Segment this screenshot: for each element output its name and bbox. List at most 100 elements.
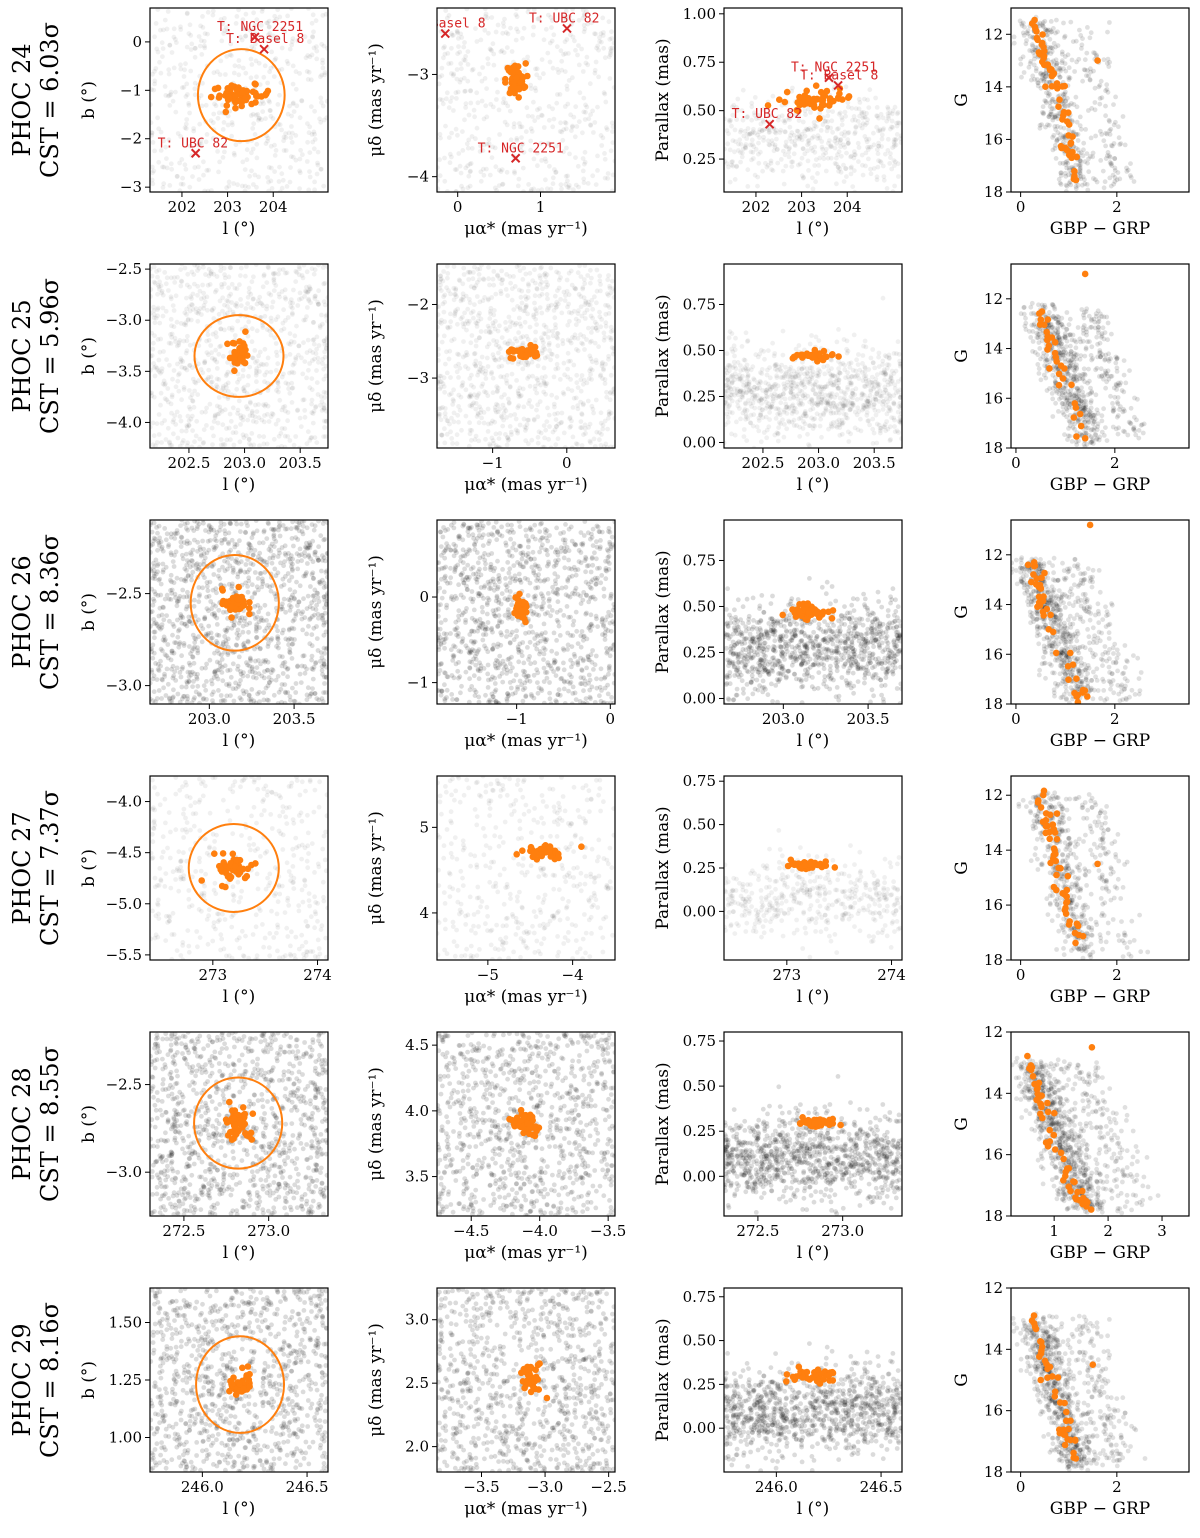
field-star — [579, 313, 585, 319]
field-star — [891, 139, 897, 145]
field-star — [157, 279, 163, 285]
field-star — [202, 31, 208, 36]
field-star — [1109, 161, 1114, 166]
field-star — [794, 393, 799, 399]
field-star — [167, 443, 173, 448]
field-star — [890, 378, 895, 384]
field-star — [198, 141, 204, 147]
field-star — [890, 108, 896, 114]
field-star — [588, 267, 593, 273]
field-star — [490, 104, 496, 110]
field-star — [253, 402, 258, 408]
field-star — [757, 378, 763, 384]
field-star — [744, 362, 750, 368]
field-star — [220, 295, 226, 301]
field-star — [319, 72, 325, 78]
field-star — [317, 402, 323, 408]
field-star — [724, 399, 728, 405]
field-star — [156, 267, 162, 273]
field-star — [767, 410, 772, 415]
field-star — [285, 111, 291, 117]
field-star — [1048, 45, 1053, 51]
field-star — [791, 417, 797, 423]
field-star — [451, 108, 456, 113]
field-star — [177, 338, 183, 343]
field-star — [318, 394, 324, 399]
field-star — [745, 184, 751, 189]
field-star — [528, 82, 534, 88]
field-star — [323, 434, 328, 439]
field-star — [485, 56, 491, 61]
field-star — [233, 142, 239, 148]
field-star — [287, 342, 293, 347]
field-star — [297, 71, 302, 76]
field-star — [566, 270, 572, 276]
field-star — [1059, 60, 1065, 66]
axes-frame — [1010, 7, 1190, 193]
field-star — [533, 329, 538, 335]
field-star — [891, 415, 897, 421]
field-star — [299, 98, 304, 103]
field-star — [804, 413, 809, 419]
field-star — [570, 123, 575, 129]
field-star — [595, 104, 600, 110]
field-star — [475, 100, 481, 106]
field-star — [580, 69, 586, 74]
field-star — [216, 110, 222, 116]
field-star — [541, 331, 547, 336]
field-star — [453, 287, 459, 293]
field-star — [324, 346, 328, 351]
field-star — [805, 183, 811, 189]
member-star — [1048, 83, 1056, 90]
field-star — [865, 117, 870, 123]
field-star — [225, 369, 231, 375]
field-star — [197, 43, 203, 49]
field-star — [861, 110, 867, 115]
field-star — [565, 322, 571, 328]
field-star — [1056, 66, 1062, 71]
field-star — [541, 379, 547, 384]
field-star — [1094, 52, 1099, 58]
field-star — [569, 282, 575, 288]
field-star — [150, 273, 155, 279]
field-star — [741, 133, 747, 139]
field-star — [548, 186, 554, 192]
field-star — [178, 321, 184, 326]
field-star — [600, 376, 605, 381]
field-star — [1066, 77, 1072, 82]
field-star — [729, 398, 735, 404]
field-star — [1061, 102, 1067, 107]
field-star — [758, 397, 764, 403]
field-star — [460, 314, 465, 320]
field-star — [876, 382, 882, 387]
field-star — [184, 423, 190, 429]
field-star — [260, 35, 266, 40]
member-star — [1094, 57, 1101, 64]
field-star — [246, 289, 252, 295]
field-star — [171, 417, 177, 423]
field-star — [212, 356, 218, 362]
field-star — [507, 384, 513, 389]
field-star — [284, 184, 290, 189]
field-star — [482, 27, 488, 33]
field-star — [158, 336, 164, 342]
member-star — [783, 88, 791, 96]
field-star — [839, 153, 844, 159]
field-star — [312, 179, 317, 185]
field-star — [882, 424, 888, 430]
field-star — [212, 101, 217, 107]
field-star — [1046, 122, 1052, 128]
field-star — [192, 439, 197, 445]
field-star — [554, 304, 560, 309]
field-star — [501, 24, 507, 29]
field-star — [751, 110, 757, 116]
field-star — [290, 300, 295, 306]
field-star — [517, 422, 523, 428]
field-star — [593, 59, 599, 65]
field-star — [813, 124, 819, 129]
field-star — [285, 381, 291, 387]
field-star — [444, 96, 449, 102]
field-star — [273, 341, 279, 346]
field-star — [206, 337, 212, 343]
field-star — [286, 386, 291, 392]
